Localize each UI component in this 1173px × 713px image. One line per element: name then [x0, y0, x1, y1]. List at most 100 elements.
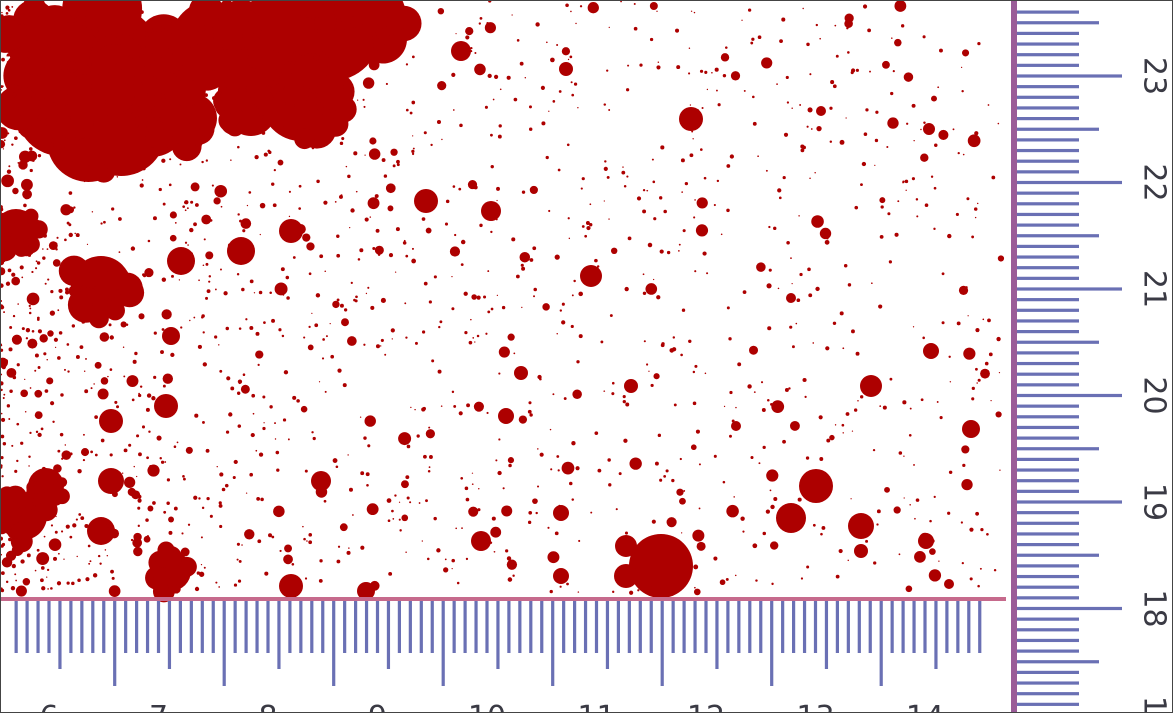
blood-drop	[67, 206, 75, 214]
blood-drop	[233, 459, 238, 465]
blood-drop	[558, 504, 561, 507]
blood-drop	[33, 46, 37, 51]
blood-drop	[694, 270, 697, 273]
blood-drop	[81, 285, 86, 290]
blood-drop	[16, 363, 20, 367]
blood-drop	[8, 165, 11, 168]
blood-drop	[274, 438, 277, 440]
blood-drop	[215, 581, 218, 584]
vertical-ruler-label: 17	[1137, 696, 1172, 712]
blood-drop	[221, 1, 233, 10]
blood-drop	[46, 248, 49, 251]
ruler-tick	[1017, 212, 1079, 217]
blood-drop	[40, 427, 44, 431]
blood-drop	[55, 82, 65, 91]
blood-drop	[252, 412, 255, 415]
blood-drop	[316, 29, 322, 34]
blood-drop	[80, 516, 85, 520]
blood-drop	[372, 246, 376, 251]
blood-drop	[651, 519, 656, 524]
blood-drop	[660, 145, 665, 150]
blood-drop	[900, 24, 905, 28]
blood-drop	[649, 1, 658, 11]
blood-drop	[92, 159, 116, 183]
blood-drop	[513, 97, 518, 102]
blood-drop	[148, 430, 151, 433]
blood-drop	[105, 175, 108, 178]
blood-drop	[240, 384, 250, 394]
blood-drop	[25, 249, 29, 254]
blood-drop	[725, 577, 729, 581]
blood-drop	[624, 286, 629, 292]
blood-drop	[83, 180, 86, 183]
blood-drop	[278, 83, 281, 86]
blood-drop	[32, 505, 37, 510]
blood-drop	[67, 61, 79, 73]
blood-drop	[109, 368, 113, 371]
blood-drop	[915, 198, 919, 201]
blood-drop	[920, 153, 929, 162]
blood-drop	[105, 317, 107, 320]
blood-drop	[964, 431, 968, 435]
blood-drop	[1, 225, 9, 237]
blood-drop	[796, 298, 801, 303]
blood-drop	[571, 441, 576, 446]
blood-drop	[451, 72, 456, 77]
blood-drop	[850, 498, 852, 500]
blood-drop	[352, 514, 354, 516]
blood-drop	[253, 292, 256, 294]
blood-drop	[39, 334, 48, 343]
blood-drop	[215, 17, 219, 22]
blood-drop	[116, 293, 121, 298]
blood-drop	[259, 233, 261, 236]
blood-drop	[91, 26, 99, 34]
ruler-tick	[1017, 159, 1079, 163]
blood-drop	[728, 434, 732, 438]
blood-drop	[872, 448, 876, 452]
blood-drop	[104, 549, 107, 551]
blood-drop	[50, 401, 55, 406]
blood-drop	[832, 321, 837, 326]
blood-drop	[879, 197, 886, 204]
blood-drop	[2, 148, 5, 150]
blood-drop	[85, 65, 90, 70]
blood-drop	[471, 472, 474, 474]
blood-drop	[884, 486, 890, 493]
blood-drop	[160, 350, 164, 355]
blood-drop	[22, 577, 31, 586]
blood-drop	[730, 71, 741, 81]
blood-drop	[213, 197, 221, 205]
blood-drop	[468, 340, 473, 345]
blood-drop	[920, 128, 922, 131]
blood-drop	[167, 247, 195, 275]
blood-drop	[470, 50, 473, 53]
blood-drop	[766, 469, 779, 482]
blood-drop	[847, 51, 850, 54]
blood-drop	[547, 551, 560, 564]
ruler-tick	[145, 601, 150, 653]
blood-drop	[170, 52, 173, 56]
blood-drop	[679, 107, 703, 131]
blood-drop	[687, 558, 690, 561]
blood-drop	[903, 455, 905, 457]
blood-drop	[11, 272, 16, 277]
blood-drop	[603, 200, 605, 202]
blood-drop	[451, 275, 453, 278]
blood-drop	[931, 95, 937, 102]
blood-drop	[768, 225, 771, 229]
blood-drop	[472, 337, 475, 339]
blood-drop	[125, 323, 129, 326]
blood-drop	[286, 296, 290, 300]
blood-drop	[28, 147, 33, 151]
blood-drop	[272, 203, 277, 208]
blood-spatter	[1, 1, 1005, 603]
blood-drop	[777, 188, 782, 193]
blood-drop	[362, 77, 375, 89]
blood-drop	[8, 34, 12, 38]
blood-drop	[561, 302, 565, 306]
blood-drop	[281, 223, 284, 226]
blood-drop	[451, 390, 455, 394]
blood-drop	[59, 432, 64, 437]
blood-drop	[374, 194, 379, 199]
blood-drop	[275, 92, 280, 97]
